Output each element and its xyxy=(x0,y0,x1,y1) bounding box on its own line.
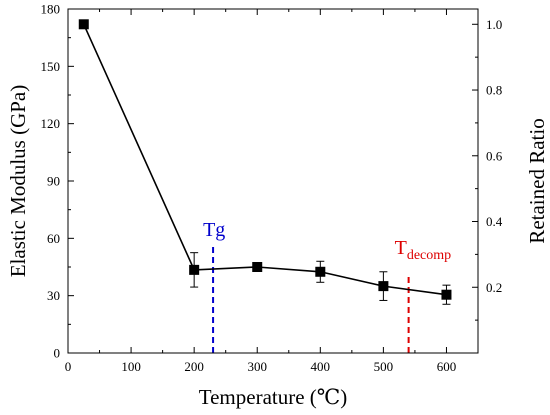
x-tick-label: 200 xyxy=(184,359,204,374)
x-tick-label: 600 xyxy=(437,359,457,374)
data-point xyxy=(252,262,263,272)
y2-tick-label: 1.0 xyxy=(486,17,502,32)
data-point xyxy=(315,266,326,277)
y-tick-label: 120 xyxy=(41,116,61,131)
y-tick-label: 150 xyxy=(41,59,61,74)
y-tick-label: 90 xyxy=(47,174,60,189)
y2-tick-label: 0.4 xyxy=(486,214,503,229)
data-point xyxy=(78,19,89,30)
axis-ticks: 0 100 200 300 400 500 600 0 30 60 90 120 150 180 0.2 0.… xyxy=(41,2,503,375)
data-point xyxy=(189,264,200,275)
y2-tick-label: 0.6 xyxy=(486,148,503,163)
x-tick-label: 400 xyxy=(311,359,331,374)
plot-frame xyxy=(67,8,479,354)
y2-tick-label: 0.8 xyxy=(486,83,502,98)
plot-marks: Tg Tdecomp xyxy=(78,19,452,353)
y2-axis-title: Retained Ratio xyxy=(525,118,549,243)
x-tick-label: 500 xyxy=(374,359,394,374)
data-point xyxy=(441,289,452,300)
y-axis-title: Elastic Modulus (GPa) xyxy=(6,85,30,277)
data-point xyxy=(378,281,389,292)
annotation-label: Tg xyxy=(203,219,225,241)
y-tick-label: 30 xyxy=(47,288,60,303)
y-tick-label: 0 xyxy=(54,346,61,361)
x-tick-label: 0 xyxy=(65,359,72,374)
annotation-label: Tdecomp xyxy=(395,237,452,263)
x-axis-title: Temperature (℃) xyxy=(199,385,348,409)
x-tick-label: 300 xyxy=(247,359,267,374)
series-line xyxy=(83,23,447,296)
y2-tick-label: 0.2 xyxy=(486,280,502,295)
x-tick-label: 100 xyxy=(121,359,141,374)
y-tick-label: 180 xyxy=(41,2,61,17)
y-tick-label: 60 xyxy=(47,231,60,246)
